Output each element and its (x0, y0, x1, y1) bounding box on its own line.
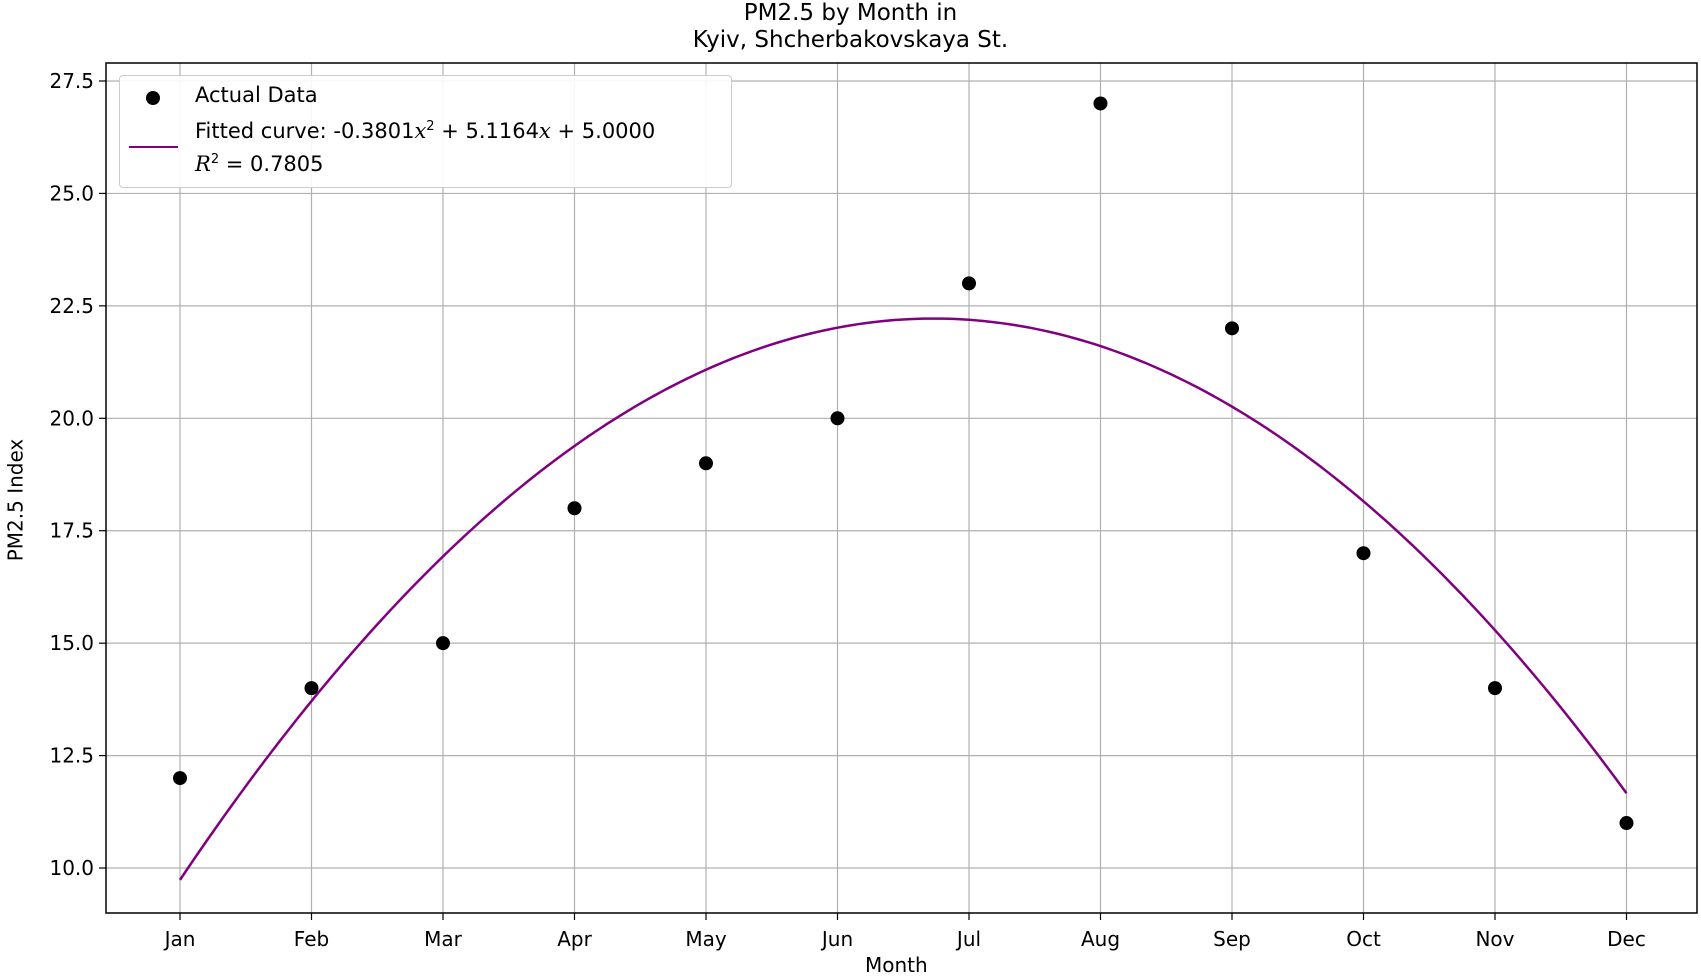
y-tick-label: 10.0 (49, 856, 94, 880)
data-point (567, 501, 582, 516)
y-tick-label: 15.0 (49, 631, 94, 655)
data-point (1356, 546, 1371, 561)
data-point (1093, 96, 1108, 111)
data-point (173, 771, 187, 786)
data-point (1619, 816, 1634, 831)
x-tick-label: Oct (1346, 927, 1381, 951)
chart-title: PM2.5 by Month in (743, 0, 958, 26)
x-axis-ticks: Jan Feb Mar Apr May Jun Jul Aug Sep Oct Nov Dec (163, 913, 1646, 951)
x-tick-label: Jul (955, 927, 981, 951)
data-point (1225, 321, 1239, 336)
chart-subtitle: Kyiv, Shcherbakovskaya St. (692, 27, 1009, 53)
legend-fitted-mid: + 5.1164 (434, 119, 539, 143)
x-tick-label: Feb (294, 927, 329, 951)
x-tick-label: May (685, 927, 727, 951)
x-axis-label: Month (865, 953, 928, 977)
x-tick-label: Jan (163, 927, 196, 951)
legend-r-symbol: R (195, 152, 211, 176)
legend-label-fitted: Fitted curve: -0.3801x2 + 5.1164x + 5.00… (195, 119, 655, 143)
legend-r-pow: 2 (210, 152, 220, 167)
data-points-layer (173, 96, 1634, 831)
x-tick-label: Apr (557, 927, 592, 951)
legend-r2-value: = 0.7805 (219, 152, 324, 176)
legend-marker-fitted (129, 146, 178, 148)
plot-frame (105, 62, 1698, 914)
legend-fitted-pow: 2 (426, 119, 435, 134)
y-tick-label: 17.5 (49, 519, 94, 543)
fitted-curve-layer (178, 317, 1628, 881)
legend-fitted-suffix: + 5.0000 (550, 119, 656, 143)
legend-label-r2: R2 = 0.7805 (195, 152, 324, 176)
y-tick-label: 27.5 (49, 69, 94, 93)
legend-fitted-x2: x (539, 119, 551, 143)
y-tick-label: 20.0 (49, 406, 94, 430)
y-axis-label: PM2.5 Index (3, 438, 28, 562)
x-tick-label: Sep (1213, 927, 1251, 951)
legend-label-actual: Actual Data (195, 83, 318, 107)
data-point (962, 276, 976, 291)
y-axis-ticks: 10.0 12.5 15.0 17.5 20.0 22.5 25.0 27.5 (49, 69, 106, 880)
data-point (1488, 681, 1502, 696)
data-point (436, 636, 450, 651)
y-tick-label: 25.0 (49, 181, 94, 205)
chart-legend: Actual Data Fitted curve: -0.3801x2 + 5.… (119, 75, 732, 188)
legend-fitted-x: x (414, 119, 427, 143)
legend-fitted-prefix: Fitted curve: -0.3801 (195, 119, 415, 143)
y-tick-label: 22.5 (49, 294, 94, 318)
data-point (304, 681, 319, 696)
grid-lines (106, 63, 1697, 913)
y-tick-label: 12.5 (49, 744, 94, 768)
data-point (699, 456, 713, 471)
x-tick-label: Nov (1475, 927, 1514, 951)
legend-marker-actual (146, 91, 160, 105)
x-tick-label: Dec (1607, 927, 1646, 951)
fitted-curve (178, 317, 1628, 881)
x-tick-label: Aug (1081, 927, 1120, 951)
data-point (830, 411, 845, 426)
x-tick-label: Jun (820, 927, 853, 951)
x-tick-label: Mar (424, 927, 463, 951)
